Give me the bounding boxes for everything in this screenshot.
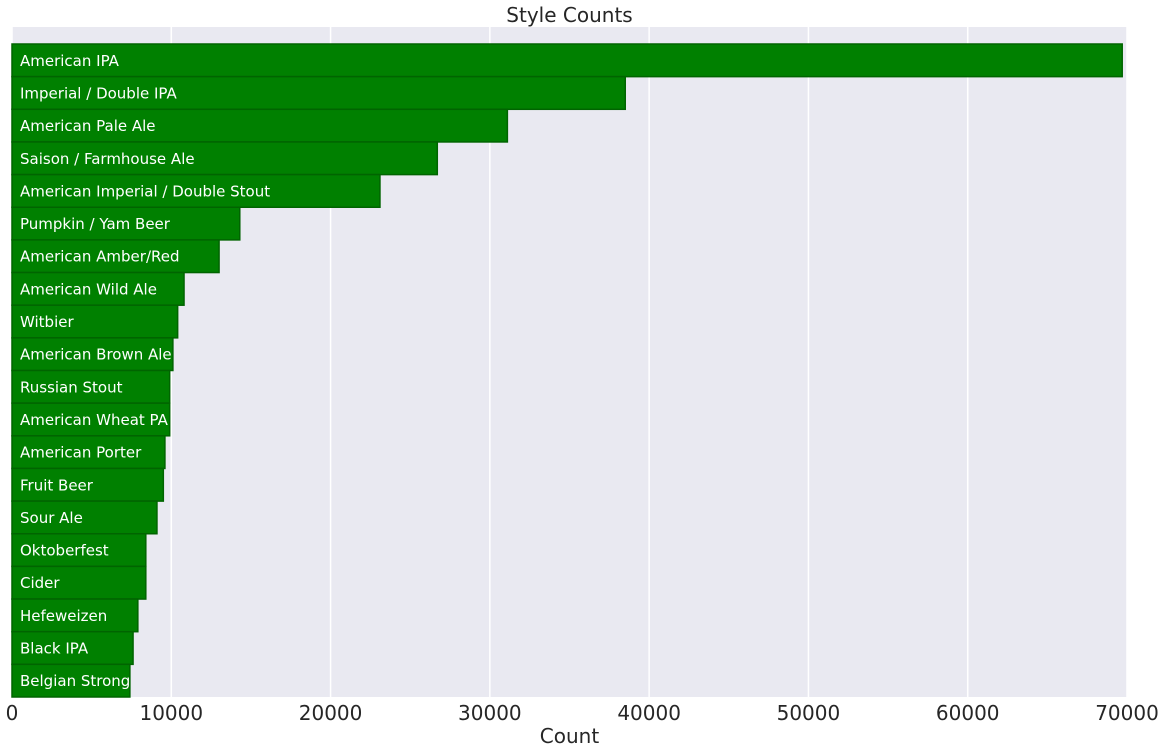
bar	[11, 173, 381, 209]
bar	[11, 271, 185, 306]
bar-category-label: American Brown Ale	[20, 346, 172, 364]
bars	[11, 43, 1123, 698]
bar-category-label: Sour Ale	[20, 509, 83, 527]
bar-category-label: Cider	[20, 574, 60, 592]
bar-category-label: American Amber/Red	[20, 248, 180, 266]
bar	[11, 663, 131, 698]
bar	[11, 500, 158, 535]
x-tick-label: 30000	[458, 701, 522, 725]
x-tick-label: 40000	[617, 701, 681, 725]
bar	[11, 565, 147, 600]
bar-category-label: American Wild Ale	[20, 280, 157, 298]
bar	[11, 206, 241, 241]
bar-category-label: Pumpkin / Yam Beer	[20, 215, 171, 233]
bar	[11, 337, 174, 372]
bar	[11, 108, 509, 143]
bar	[11, 533, 147, 568]
x-tick-label: 20000	[299, 701, 363, 725]
bar	[11, 75, 626, 111]
bar	[11, 402, 171, 437]
bar-category-label: Belgian Strong	[20, 672, 130, 690]
bar	[11, 304, 179, 339]
x-tick-label: 50000	[777, 701, 841, 725]
bar-category-label: American Porter	[20, 444, 142, 462]
bar-category-label: American Wheat PA	[20, 411, 169, 429]
bar	[11, 630, 134, 666]
x-axis-ticks: 0 10000 20000 30000 40000 50000 60000 70000	[6, 701, 1159, 725]
x-tick-label: 0	[6, 701, 19, 725]
bar	[11, 43, 1123, 78]
bar-category-label: Witbier	[20, 313, 74, 331]
bar-category-label: Saison / Farmhouse Ale	[20, 150, 195, 168]
bar	[11, 239, 220, 274]
bar-category-label: Russian Stout	[20, 378, 123, 396]
x-tick-label: 60000	[936, 701, 1000, 725]
bar	[11, 369, 171, 404]
bar-category-label: Black IPA	[20, 640, 89, 658]
bar-category-label: Fruit Beer	[20, 476, 94, 494]
x-tick-label: 70000	[1095, 701, 1159, 725]
bar-category-label: Hefeweizen	[20, 607, 107, 625]
bar	[11, 435, 166, 470]
bar-category-label: American IPA	[20, 52, 120, 70]
bar-category-label: Imperial / Double IPA	[20, 84, 177, 102]
bar-category-label: American Imperial / Double Stout	[20, 182, 270, 200]
bar	[11, 141, 439, 176]
bar	[11, 467, 165, 502]
bar-category-label: American Pale Ale	[20, 117, 156, 135]
chart-title: Style Counts	[506, 3, 632, 27]
bar-category-label: Oktoberfest	[20, 542, 109, 560]
x-tick-label: 10000	[139, 701, 203, 725]
x-axis-label: Count	[540, 724, 600, 748]
bar-labels: American IPA Imperial / Double IPA America…	[20, 52, 270, 690]
